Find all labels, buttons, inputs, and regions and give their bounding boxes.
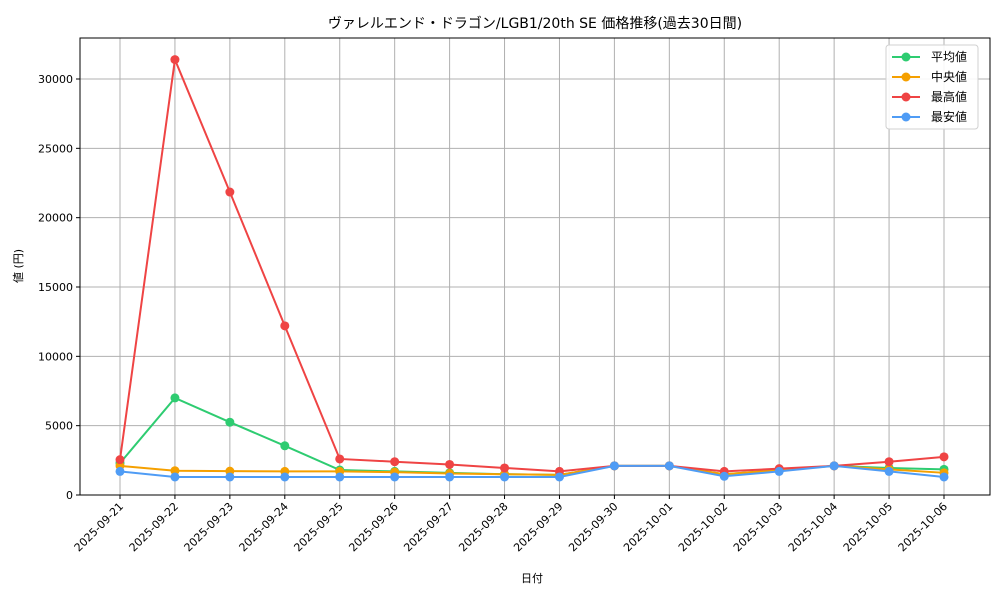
data-point [445, 459, 455, 469]
legend-item: 平均値 [892, 49, 967, 64]
series-2 [115, 55, 949, 476]
data-point [335, 472, 345, 482]
legend-item: 中央値 [892, 69, 967, 84]
data-point [170, 466, 180, 476]
grid-lines [80, 38, 990, 496]
data-point [280, 441, 290, 451]
x-axis-label: 日付 [521, 572, 543, 585]
chart-title: ヴァレルエンド・ドラゴン/LGB1/20th SE 価格推移(過去30日間) [328, 15, 742, 32]
data-point [170, 472, 180, 482]
x-tick-label: 2025-10-04 [786, 500, 840, 554]
x-tick-label: 2025-10-02 [676, 500, 730, 554]
data-point [170, 393, 180, 403]
data-point [225, 187, 235, 197]
data-point [500, 463, 510, 473]
data-point [719, 471, 729, 481]
legend-label: 平均値 [931, 49, 967, 64]
plot-frame [79, 37, 991, 496]
series-line [119, 396, 945, 476]
x-tick-label: 2025-09-23 [182, 500, 236, 554]
y-tick-label: 15000 [38, 281, 73, 294]
x-tick-label: 2025-09-24 [237, 500, 291, 554]
x-tick-label: 2025-10-05 [841, 500, 895, 554]
data-point [939, 452, 949, 462]
x-tick-label: 2025-09-29 [511, 500, 565, 554]
data-point [280, 472, 290, 482]
data-point [939, 472, 949, 482]
data-point [664, 461, 674, 471]
x-tick-label: 2025-09-28 [456, 500, 510, 554]
data-point [554, 472, 564, 482]
y-tick-label: 5000 [45, 420, 73, 433]
data-point [225, 417, 235, 427]
data-point [390, 472, 400, 482]
x-axis: 2025-09-21 2025-09-22 2025-09-23 2025-09-24… [72, 495, 950, 554]
legend-item: 最高値 [892, 89, 967, 104]
x-tick-label: 2025-09-21 [72, 500, 126, 554]
series-lines [115, 55, 949, 482]
y-axis-label: 値 (円) [12, 249, 25, 283]
series-line [119, 55, 945, 473]
legend-marker-icon [901, 52, 911, 62]
y-tick-label: 0 [66, 489, 73, 502]
data-point [335, 454, 345, 464]
data-point [115, 455, 125, 465]
data-point [774, 466, 784, 476]
y-tick-label: 10000 [38, 350, 73, 363]
data-point [445, 472, 455, 482]
legend-marker-icon [901, 92, 911, 102]
legend-marker-icon [901, 112, 911, 122]
legend-label: 中央値 [931, 69, 967, 84]
y-tick-label: 25000 [38, 142, 73, 155]
data-point [829, 461, 839, 471]
data-point [280, 321, 290, 331]
x-tick-label: 2025-09-22 [127, 500, 181, 554]
data-point [884, 466, 894, 476]
legend-label: 最高値 [931, 89, 967, 104]
legend-box [885, 44, 979, 130]
legend-label: 最安値 [931, 109, 967, 124]
series-line [119, 464, 945, 478]
y-tick-label: 30000 [38, 73, 73, 86]
x-tick-label: 2025-10-06 [896, 500, 950, 554]
data-point [170, 55, 180, 65]
x-tick-label: 2025-09-26 [346, 500, 400, 554]
data-point [390, 457, 400, 467]
legend-marker-icon [901, 72, 911, 82]
data-point [115, 466, 125, 476]
x-tick-label: 2025-09-30 [566, 500, 620, 554]
data-point [500, 472, 510, 482]
series-3 [115, 461, 949, 482]
y-axis: 0 5000 10000 15000 20000 25000 30000 [38, 73, 80, 502]
data-point [609, 461, 619, 471]
x-tick-label: 2025-10-01 [621, 500, 675, 554]
data-point [884, 457, 894, 467]
legend-item: 最安値 [892, 109, 967, 124]
x-tick-label: 2025-09-27 [401, 500, 455, 554]
x-tick-label: 2025-09-25 [291, 500, 345, 554]
data-point [225, 472, 235, 482]
y-tick-label: 20000 [38, 212, 73, 225]
x-tick-label: 2025-10-03 [731, 500, 785, 554]
